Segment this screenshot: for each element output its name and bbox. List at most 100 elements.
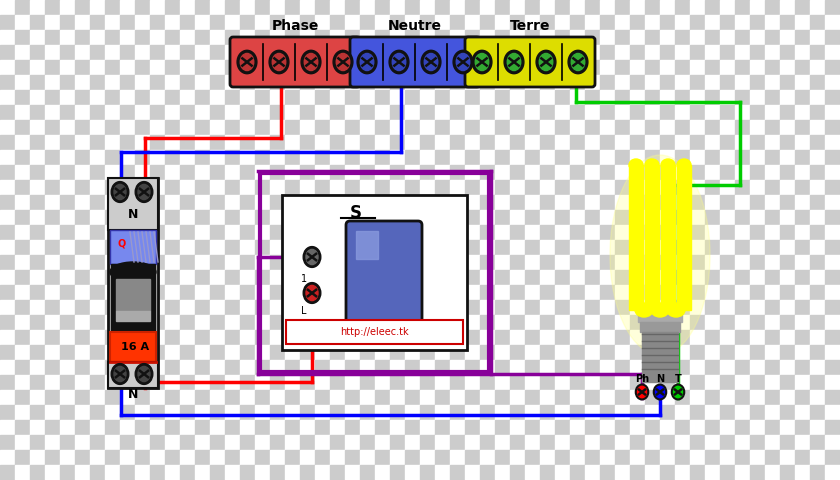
Bar <box>735 390 750 405</box>
Bar <box>615 300 630 315</box>
Bar <box>255 135 270 150</box>
Ellipse shape <box>610 155 710 355</box>
Bar <box>90 285 105 300</box>
Bar <box>390 75 405 90</box>
Bar <box>30 195 45 210</box>
Bar <box>105 135 120 150</box>
Bar <box>240 435 255 450</box>
Bar <box>480 390 495 405</box>
Bar <box>195 75 210 90</box>
Bar <box>600 90 615 105</box>
Bar <box>30 390 45 405</box>
Bar <box>825 45 840 60</box>
Bar <box>240 390 255 405</box>
Bar <box>510 390 525 405</box>
Bar <box>30 165 45 180</box>
Bar <box>555 375 570 390</box>
Bar <box>282 195 467 350</box>
Bar <box>120 30 135 45</box>
Bar <box>30 30 45 45</box>
Bar <box>240 45 255 60</box>
Bar <box>15 345 30 360</box>
Bar <box>225 195 240 210</box>
Bar <box>750 75 765 90</box>
Bar <box>615 30 630 45</box>
Bar <box>105 30 120 45</box>
Ellipse shape <box>568 50 588 74</box>
Bar <box>360 315 375 330</box>
Bar <box>0 195 15 210</box>
Bar <box>600 270 615 285</box>
Bar <box>150 300 165 315</box>
Bar <box>690 30 705 45</box>
Bar <box>495 450 510 465</box>
Bar <box>525 75 540 90</box>
Bar <box>105 435 120 450</box>
Bar <box>315 285 330 300</box>
Bar <box>465 30 480 45</box>
Bar <box>270 225 285 240</box>
Bar <box>150 120 165 135</box>
Bar <box>510 135 525 150</box>
Bar <box>795 210 810 225</box>
Bar <box>720 45 735 60</box>
Bar <box>720 285 735 300</box>
Bar <box>135 15 150 30</box>
Bar <box>810 75 825 90</box>
Bar <box>45 435 60 450</box>
Bar <box>780 165 795 180</box>
Bar <box>555 0 570 15</box>
Bar <box>420 90 435 105</box>
Bar <box>660 195 675 210</box>
Bar <box>765 315 780 330</box>
Bar <box>75 165 90 180</box>
Bar <box>330 315 345 330</box>
Bar <box>435 165 450 180</box>
Bar <box>660 345 675 360</box>
Bar <box>15 0 30 15</box>
Bar <box>0 45 15 60</box>
Bar <box>180 450 195 465</box>
Bar <box>210 240 225 255</box>
Bar <box>420 0 435 15</box>
Bar <box>720 375 735 390</box>
Bar <box>660 450 675 465</box>
Bar <box>255 0 270 15</box>
Bar <box>645 270 660 285</box>
Bar <box>675 165 690 180</box>
Bar <box>270 405 285 420</box>
Bar <box>465 75 480 90</box>
Bar <box>300 180 315 195</box>
Bar <box>600 225 615 240</box>
Bar <box>825 465 840 480</box>
Bar <box>630 240 645 255</box>
Bar <box>615 195 630 210</box>
Bar <box>390 435 405 450</box>
Bar <box>45 420 60 435</box>
Bar <box>525 450 540 465</box>
Bar <box>0 225 15 240</box>
Bar <box>810 105 825 120</box>
Bar <box>315 255 330 270</box>
Bar <box>540 45 555 60</box>
Bar <box>390 330 405 345</box>
Bar <box>210 420 225 435</box>
Bar <box>150 60 165 75</box>
Bar <box>795 315 810 330</box>
Bar <box>765 330 780 345</box>
Bar <box>360 360 375 375</box>
Bar <box>780 225 795 240</box>
Bar <box>210 60 225 75</box>
Bar <box>615 345 630 360</box>
Bar <box>825 180 840 195</box>
Bar <box>615 45 630 60</box>
Ellipse shape <box>303 247 321 267</box>
Bar <box>480 195 495 210</box>
Bar <box>810 330 825 345</box>
Bar <box>105 255 120 270</box>
Bar <box>510 180 525 195</box>
Bar <box>690 420 705 435</box>
Bar <box>585 225 600 240</box>
Bar <box>315 330 330 345</box>
Bar <box>165 255 180 270</box>
